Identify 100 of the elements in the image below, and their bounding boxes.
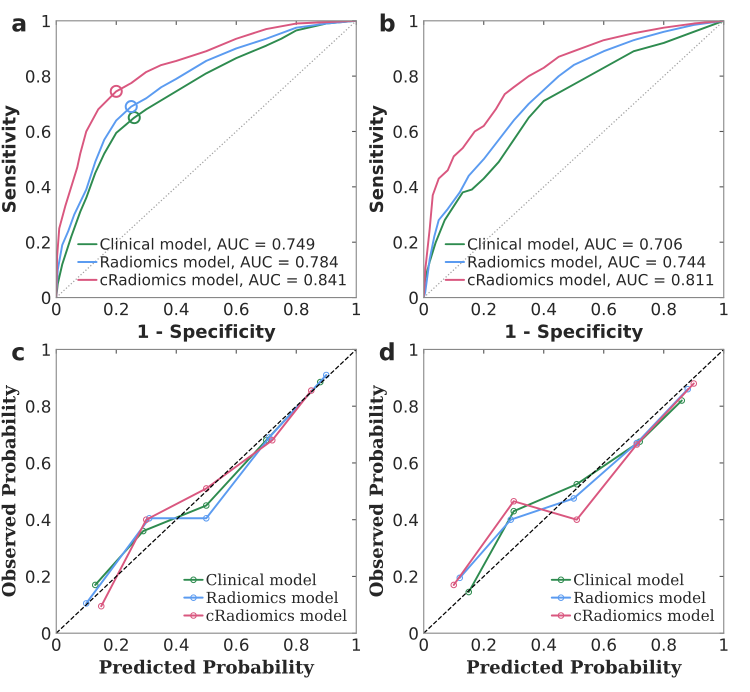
legend-label: cRadiomics model, AUC = 0.841 xyxy=(100,274,346,287)
y-tick-label: 0 xyxy=(42,627,50,640)
chart-title: a xyxy=(12,18,26,32)
point xyxy=(316,378,324,386)
y-tick-label: 1 xyxy=(410,14,418,28)
point xyxy=(510,508,518,514)
x-axis-title: 1 - Specificity xyxy=(138,324,276,342)
x-tick-label: 0.2 xyxy=(472,302,496,316)
x-tick-label: 0.4 xyxy=(532,638,556,651)
point xyxy=(573,516,580,523)
point xyxy=(573,480,580,488)
y-tick-label: 0.4 xyxy=(393,514,418,526)
y-tick-label: 0.8 xyxy=(393,70,418,83)
y-tick-label: 0.8 xyxy=(26,400,50,413)
x-tick-label: 0 xyxy=(420,302,428,316)
x-tick-label: 0 xyxy=(52,638,60,651)
y-tick-label: 0.2 xyxy=(393,570,418,584)
point xyxy=(456,574,464,582)
y-axis-title: Observed Probability xyxy=(2,384,20,597)
legend-label: cRadiomics model xyxy=(574,609,714,622)
x-tick-label: 1 xyxy=(720,638,728,651)
point xyxy=(262,436,270,444)
y-tick-label: 1 xyxy=(42,344,50,356)
legend-label: cRadiomics model, AUC = 0.811 xyxy=(468,274,714,287)
legend-label: Clinical model, AUC = 0.706 xyxy=(468,238,682,252)
x-tick-label: 0.2 xyxy=(104,638,128,651)
x-tick-label: 1 xyxy=(720,302,728,316)
x-axis-title: Predicted Probability xyxy=(99,660,314,678)
y-axis-title: Sensitivity xyxy=(2,105,20,212)
point xyxy=(146,514,153,522)
x-tick-label: 1 xyxy=(352,638,360,651)
y-axis-title: Observed Probability xyxy=(369,384,387,597)
point xyxy=(128,111,141,124)
point xyxy=(266,434,273,441)
x-axis-title: Predicted Probability xyxy=(466,660,682,678)
x-tick-label: 0.8 xyxy=(652,302,676,316)
x-tick-label: 0.6 xyxy=(592,302,616,316)
x-tick-label: 0 xyxy=(52,302,60,316)
chart-title: d xyxy=(380,342,394,361)
point xyxy=(92,582,99,588)
legend-label: Clinical model xyxy=(574,574,684,586)
point xyxy=(450,582,458,588)
y-tick-label: 0.2 xyxy=(26,570,50,584)
y-tick-label: 0.6 xyxy=(26,456,50,470)
x-tick-label: 0.4 xyxy=(532,302,556,316)
y-tick-label: 0.8 xyxy=(26,70,50,83)
y-tick-label: 0.4 xyxy=(393,180,418,194)
point xyxy=(570,495,578,502)
point xyxy=(202,502,210,509)
point xyxy=(82,600,90,607)
x-tick-label: 0.8 xyxy=(652,638,676,651)
y-tick-label: 0 xyxy=(409,627,418,640)
point xyxy=(124,100,138,114)
y-tick-label: 0.2 xyxy=(393,236,418,249)
x-tick-label: 0.2 xyxy=(472,638,496,651)
y-tick-label: 0 xyxy=(42,292,50,304)
point xyxy=(465,588,472,596)
x-tick-label: 0.4 xyxy=(164,302,189,316)
legend-label: Radiomics model, AUC = 0.784 xyxy=(101,256,338,270)
legend-label: Radiomics model xyxy=(574,591,706,604)
line-series xyxy=(56,20,356,298)
point xyxy=(308,387,315,394)
point xyxy=(142,516,150,523)
y-tick-label: 0.4 xyxy=(26,514,50,526)
point xyxy=(98,602,105,610)
point xyxy=(202,485,210,492)
legend-label: cRadiomics model xyxy=(206,609,347,622)
y-tick-label: 0.6 xyxy=(26,125,50,138)
x-tick-label: 1 xyxy=(352,302,360,316)
legend-label: Radiomics model xyxy=(206,591,338,604)
point xyxy=(684,386,692,392)
legend-label: Radiomics model, AUC = 0.744 xyxy=(468,256,706,270)
point xyxy=(202,514,210,522)
point xyxy=(507,516,514,523)
point xyxy=(322,372,330,378)
x-tick-label: 0.6 xyxy=(224,638,248,651)
point xyxy=(140,528,147,534)
x-tick-label: 0.6 xyxy=(592,638,616,651)
x-axis-title: 1 - Specificity xyxy=(506,324,643,342)
point xyxy=(510,498,518,505)
y-tick-label: 0 xyxy=(409,292,418,304)
chart-title: c xyxy=(12,347,24,361)
point xyxy=(110,84,123,98)
point xyxy=(690,380,698,387)
x-tick-label: 0.8 xyxy=(284,302,308,316)
x-tick-label: 0 xyxy=(420,638,428,651)
y-tick-label: 1 xyxy=(42,14,50,28)
point xyxy=(268,436,276,444)
y-tick-label: 0.4 xyxy=(26,180,50,194)
x-tick-label: 0.6 xyxy=(224,302,248,316)
y-tick-label: 0.8 xyxy=(393,400,418,413)
y-tick-label: 0.2 xyxy=(26,236,50,249)
y-tick-label: 0.6 xyxy=(393,125,418,138)
legend-label: Clinical model, AUC = 0.749 xyxy=(100,238,314,252)
x-tick-label: 0.8 xyxy=(284,638,308,651)
x-tick-label: 0.4 xyxy=(164,638,189,651)
x-tick-label: 0.2 xyxy=(104,302,128,316)
y-axis-title: Sensitivity xyxy=(369,105,387,212)
y-tick-label: 1 xyxy=(410,344,418,356)
point xyxy=(678,397,686,404)
